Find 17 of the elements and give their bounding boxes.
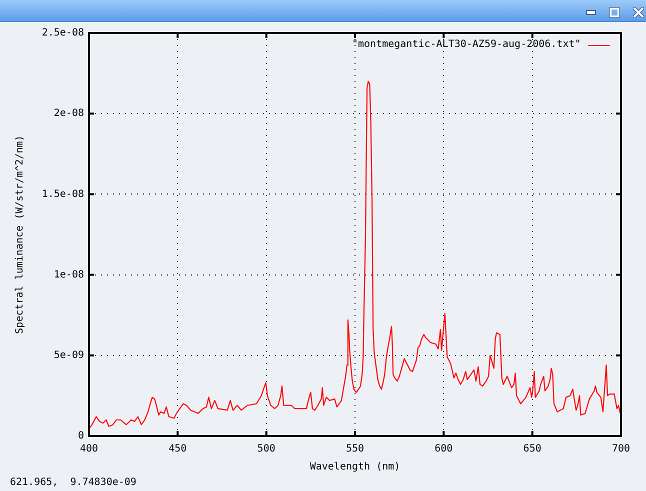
x-tick-label: 400	[80, 444, 98, 455]
y-tick-label: 1.5e-08	[42, 188, 84, 200]
x-tick-label: 700	[612, 444, 630, 455]
legend-label: "montmegantic-ALT30-AZ59-aug-2006.txt"	[352, 39, 581, 51]
text: 621.965, 9.74830e-09	[10, 477, 136, 489]
x-axis-title: Wavelength (nm)	[310, 462, 400, 473]
y-tick-label: 2.5e-08	[42, 28, 84, 39]
x-tick-label: 550	[346, 444, 364, 455]
x-tick-label: 450	[168, 444, 187, 455]
x-tick-label: 600	[434, 444, 453, 455]
y-tick-label: 0	[78, 430, 84, 442]
y-tick-label: 5e-09	[54, 350, 84, 361]
x-tick-label: 650	[523, 444, 542, 455]
y-axis-title: Spectral luminance (W/str/m^2/nm)	[14, 135, 26, 334]
x-tick-label: 500	[257, 444, 276, 455]
y-tick-label: 1e-08	[54, 269, 84, 280]
y-tick-label: 2e-08	[54, 108, 84, 120]
